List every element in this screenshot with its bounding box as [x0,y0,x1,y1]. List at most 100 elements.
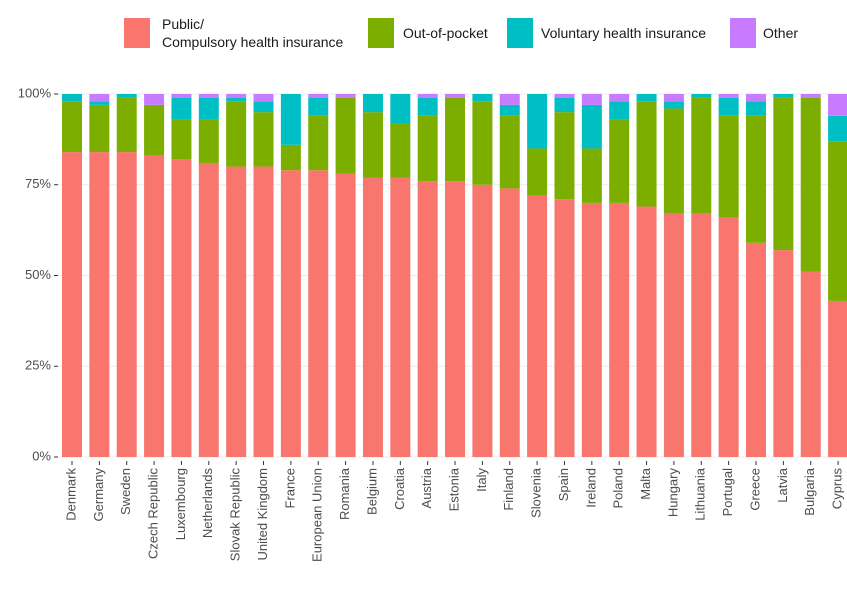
x-tick-label: Germany [91,468,106,522]
bar-segment [581,94,602,105]
legend-key [124,18,150,48]
bar-segment [171,97,192,120]
bar-segment [828,115,847,142]
bar-segment [527,195,548,457]
bar-segment [499,115,520,189]
bar-segment [280,94,301,145]
y-tick-label: 0% [32,448,51,463]
bar-segment [116,94,137,98]
x-tick-label: Greece [747,468,762,511]
bar-segment [746,101,766,116]
bar-segment [746,115,766,243]
bar-segment [636,206,657,457]
bar-segment [773,250,794,457]
bar-segment [554,94,575,98]
bar-segment [417,97,438,116]
bar-segment [663,94,684,102]
bar-segment [581,202,602,457]
x-tick-label: Finland [501,468,516,511]
bar-segment [144,94,165,105]
bar-segment [62,152,82,457]
x-tick-label: European Union [310,468,325,562]
bar-segment [472,184,493,457]
x-tick-label: Denmark [63,468,78,521]
bar-segment [362,177,383,458]
bar-segment [362,112,383,178]
legend-key [507,18,533,48]
bar-segment [116,97,137,153]
bar-segment [89,152,110,457]
x-tick-label: Malta [638,467,653,500]
bar-segment [62,101,82,153]
bar-segment [472,94,493,102]
bar-segment [663,213,684,457]
bar-segment [198,119,219,163]
x-tick-label: United Kingdom [255,468,270,561]
bar-segment [335,173,356,458]
bar-segment [718,97,739,116]
bar-segment [253,166,274,457]
bar-segment [308,94,329,98]
bar-segment [554,97,575,113]
x-tick-label: Netherlands [200,468,215,539]
y-tick-label: 75% [25,176,51,191]
bar-segment [144,104,165,156]
bar-segment [171,119,192,160]
bar-segment [417,181,438,457]
x-tick-label: Latvia [775,467,790,502]
legend-key [730,18,756,48]
x-tick-label: Sweden [118,468,133,515]
x-tick-label: Portugal [720,468,735,517]
bar-segment [472,101,493,185]
x-tick-label: Romania [337,467,352,520]
bar-segment [253,101,274,113]
bar-segment [198,97,219,120]
bar-segment [335,97,356,174]
bar-segment [800,97,821,272]
bar-segment [718,217,739,457]
bar-segment [718,94,739,98]
bar-segment [636,94,657,102]
x-tick-label: Ireland [583,468,598,508]
bar-segment [362,94,383,113]
bar-segment [499,104,520,116]
bar-segment [499,188,520,457]
bar-segment [828,300,847,457]
bar-segment [253,112,274,167]
bar-segment [718,115,739,218]
bar-segment [308,115,329,171]
x-tick-label: Estonia [446,467,461,511]
x-tick-label: Croatia [392,467,407,510]
bar-segment [390,177,411,458]
bar-segment [828,141,847,301]
bar-segment [663,108,684,214]
bar-segment [144,155,165,457]
bar-segment [773,97,794,251]
bar-segment [636,101,657,207]
bar-segment [89,94,110,102]
bar-segment [226,166,247,457]
bar-segment [581,148,602,203]
bar-segment [691,97,712,214]
bar-segment [171,159,192,457]
bar-segment [89,101,110,105]
y-tick-label: 100% [18,85,52,100]
x-tick-label: Hungary [665,468,680,518]
x-tick-label: Poland [611,468,626,508]
bar-segment [527,94,548,149]
x-tick-label: Czech Republic [146,468,161,560]
bar-segment [554,199,575,457]
bar-segment [308,97,329,116]
bar-segment [62,94,82,102]
legend-label: Voluntary health insurance [541,25,706,41]
bar-segment [527,148,548,196]
legend-label: Other [763,25,799,41]
bar-segment [691,94,712,98]
bar-segment [663,101,684,109]
y-tick-label: 25% [25,358,51,373]
bar-segment [554,112,575,200]
bar-segment [609,119,630,203]
bar-segment [280,170,301,458]
